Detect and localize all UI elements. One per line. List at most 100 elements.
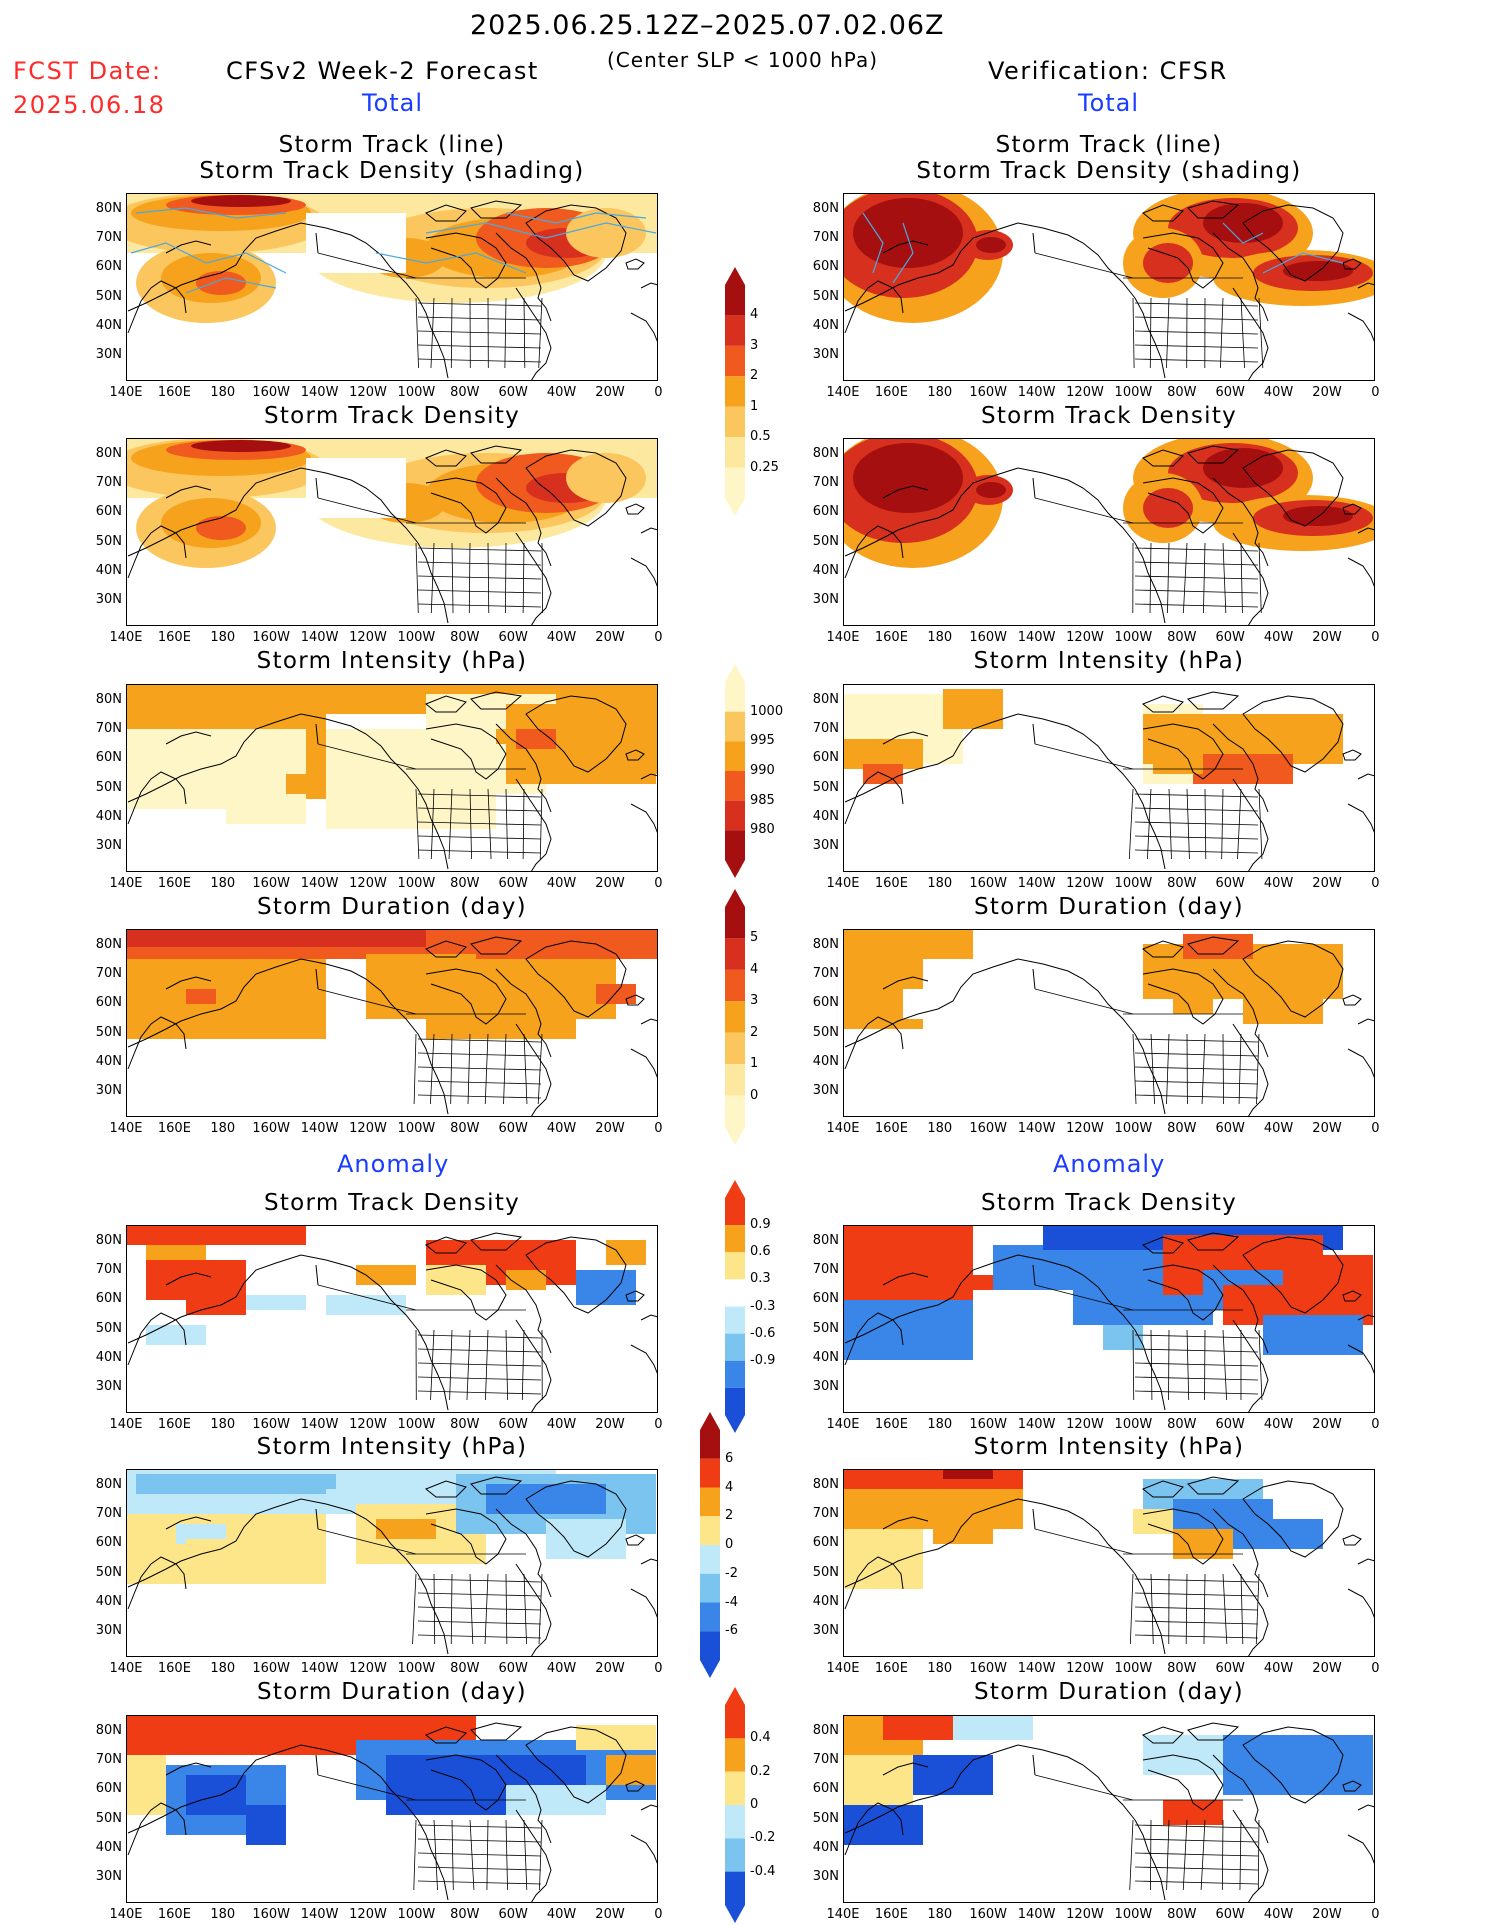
lon-label: 0 [1350, 1907, 1400, 1922]
colorbar-segment [725, 712, 745, 742]
lat-label: 30N [799, 1623, 839, 1638]
lon-label: 60W [1205, 1907, 1255, 1922]
colorbar-label: 0.6 [750, 1244, 771, 1259]
model-name: CFSv2 Week-2 Forecast [226, 57, 539, 85]
slp-criterion: (Center SLP < 1000 hPa) [607, 48, 878, 72]
lat-label: 30N [82, 1623, 122, 1638]
title-anom-density-left: Storm Track Density [126, 1190, 658, 1216]
lon-label: 140W [1012, 1907, 1062, 1922]
lon-label: 40W [537, 385, 587, 400]
lon-label: 160W [963, 876, 1013, 891]
lon-label: 180 [198, 1121, 248, 1136]
colorbar-segment [725, 801, 745, 831]
colorbar-label: 1 [750, 399, 758, 414]
colorbar-segment [725, 970, 745, 1001]
lon-label: 160E [866, 1661, 916, 1676]
lon-label: 100W [391, 1907, 441, 1922]
title-density-right: Storm Track Density [843, 403, 1375, 429]
lat-label: 30N [82, 1869, 122, 1884]
lon-label: 60W [488, 385, 538, 400]
lon-label: 160W [246, 630, 296, 645]
lon-label: 160E [866, 1907, 916, 1922]
lat-label: 80N [82, 1477, 122, 1492]
lon-label: 100W [1108, 1907, 1158, 1922]
lon-label: 100W [391, 1417, 441, 1432]
lon-label: 80W [440, 1417, 490, 1432]
lon-label: 120W [1060, 1121, 1110, 1136]
lon-label: 140E [101, 630, 151, 645]
lon-label: 20W [1302, 1121, 1352, 1136]
lat-label: 30N [799, 1869, 839, 1884]
lon-label: 160W [246, 1907, 296, 1922]
lat-label: 40N [799, 1840, 839, 1855]
lon-label: 0 [633, 1121, 683, 1136]
colorbar-segment [725, 267, 745, 315]
lat-label: 70N [799, 1752, 839, 1767]
map-frame [843, 1225, 1375, 1413]
lat-label: 50N [82, 780, 122, 795]
lon-label: 180 [198, 1661, 248, 1676]
lat-label: 50N [799, 1811, 839, 1826]
lat-label: 40N [82, 809, 122, 824]
map-frame [126, 1715, 658, 1903]
lat-label: 50N [82, 289, 122, 304]
lat-label: 30N [82, 1379, 122, 1394]
lat-label: 80N [799, 1477, 839, 1492]
map-panel-duration-forecast: 80N 70N 60N 50N 40N 30N 140E 160E 180 160W 140W 120… [126, 929, 658, 1117]
lon-label: 40W [537, 1417, 587, 1432]
title-track-shading-right: Storm Track Density (shading) [843, 158, 1375, 184]
lon-label: 60W [1205, 876, 1255, 891]
lon-label: 140E [101, 876, 151, 891]
lon-label: 40W [537, 1907, 587, 1922]
colorbar-segment [725, 1334, 745, 1361]
lat-label: 70N [82, 1752, 122, 1767]
lon-label: 100W [1108, 630, 1158, 645]
map-panel-aduration-forecast: 80N 70N 60N 50N 40N 30N 140E 160E 180 160W 140W 120… [126, 1715, 658, 1903]
lon-label: 160E [866, 1121, 916, 1136]
colorbar-segment [725, 1307, 745, 1334]
lat-label: 40N [799, 1350, 839, 1365]
lon-label: 140E [101, 1417, 151, 1432]
map-panel-aintensity-forecast: 80N 70N 60N 50N 40N 30N 140E 160E 180 160W 140W 120… [126, 1469, 658, 1657]
title-density-left: Storm Track Density [126, 403, 658, 429]
lon-label: 160W [246, 1121, 296, 1136]
map-panel-density-verification: 80N 70N 60N 50N 40N 30N 140E 160E 180 160W 140W 120… [843, 438, 1375, 626]
map-panel-density-forecast: 80N 70N 60N 50N 40N 30N 140E 160E 180 160W 140W 120… [126, 438, 658, 626]
colorbar-segment [725, 830, 745, 878]
lon-label: 0 [1350, 1661, 1400, 1676]
lon-label: 0 [633, 1907, 683, 1922]
colorbar-label: 995 [750, 733, 775, 748]
lon-label: 140W [1012, 1121, 1062, 1136]
lat-label: 60N [82, 750, 122, 765]
lon-label: 60W [1205, 1417, 1255, 1432]
lon-label: 0 [1350, 385, 1400, 400]
title-anom-duration-right: Storm Duration (day) [843, 1679, 1375, 1705]
title-anom-density-right: Storm Track Density [843, 1190, 1375, 1216]
lon-label: 140E [818, 1121, 868, 1136]
lon-label: 120W [343, 1417, 393, 1432]
colorbar-label: 985 [750, 793, 775, 808]
lon-label: 140W [295, 630, 345, 645]
lon-label: 20W [1302, 1907, 1352, 1922]
lon-label: 0 [1350, 876, 1400, 891]
lat-label: 70N [82, 1506, 122, 1521]
map-frame [843, 929, 1375, 1117]
lon-label: 120W [1060, 385, 1110, 400]
colorbar-segment [725, 1279, 745, 1306]
colorbar-label: 0.3 [750, 1271, 771, 1286]
lat-label: 40N [82, 563, 122, 578]
lat-label: 40N [799, 1054, 839, 1069]
lon-label: 120W [1060, 876, 1110, 891]
lon-label: 60W [488, 630, 538, 645]
lon-label: 160E [149, 876, 199, 891]
colorbar-segment [725, 1738, 745, 1771]
colorbar-segment [700, 1516, 720, 1545]
lat-label: 50N [799, 780, 839, 795]
lat-label: 40N [82, 318, 122, 333]
lon-label: 120W [343, 630, 393, 645]
colorbar-density [705, 265, 765, 518]
colorbar-segment [700, 1545, 720, 1574]
lat-label: 30N [82, 1083, 122, 1098]
colorbar-segment [725, 346, 745, 376]
colorbar-segment [725, 1838, 745, 1871]
